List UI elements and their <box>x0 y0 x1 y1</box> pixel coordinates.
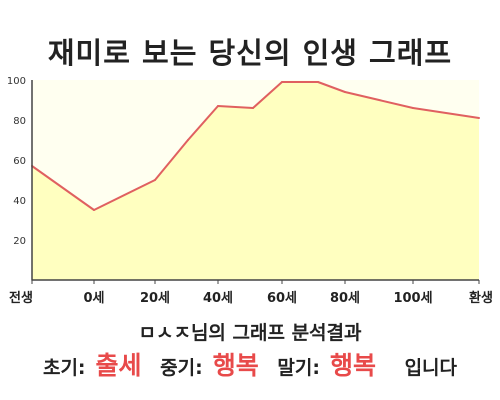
y-tick-label-20: 20 <box>13 236 26 247</box>
x-tick-label-2: 20세 <box>140 291 170 306</box>
ending-text: 입니다 <box>404 357 458 379</box>
analysis-title: ㅁㅅㅈ님의 그래프 분석결과 <box>138 322 362 344</box>
data-point-8 <box>344 91 346 93</box>
y-tick-label-40: 40 <box>13 196 26 207</box>
x-tick-label-4: 60세 <box>267 291 297 306</box>
y-tick-label-100: 100 <box>7 76 26 87</box>
data-point-3 <box>187 139 189 141</box>
data-point-1 <box>93 209 95 211</box>
x-tick-label-7: 환생 <box>469 290 493 306</box>
x-tick-label-1: 0세 <box>83 291 104 306</box>
x-tick-label-5: 80세 <box>330 291 360 306</box>
life-graph-chart: 100 80 60 40 20 전생 0세 20세 40세 60세 80세 100세 환생 <box>7 76 493 306</box>
late-value: 행복 <box>329 351 376 380</box>
early-value: 출세 <box>95 351 142 380</box>
data-point-10 <box>478 117 480 119</box>
y-tick-label-60: 60 <box>13 156 26 167</box>
x-tick-label-6: 100세 <box>393 291 432 306</box>
data-point-6 <box>281 81 283 83</box>
middle-value: 행복 <box>212 351 259 380</box>
data-point-5 <box>252 107 254 109</box>
x-tick-label-3: 40세 <box>203 291 233 306</box>
data-point-9 <box>412 107 414 109</box>
data-point-2 <box>154 179 156 181</box>
y-tick-label-80: 80 <box>13 116 26 127</box>
page-title: 재미로 보는 당신의 인생 그래프 <box>47 36 453 70</box>
area-fill <box>32 82 479 280</box>
late-label: 말기: <box>277 357 320 379</box>
early-label: 초기: <box>42 357 86 379</box>
analysis-result: 초기: 출세 중기: 행복 말기: 행복 입니다 <box>0 346 500 382</box>
data-point-7 <box>317 81 319 83</box>
middle-label: 중기: <box>160 357 203 379</box>
data-point-4 <box>217 105 219 107</box>
x-tick-label-0: 전생 <box>9 290 33 306</box>
